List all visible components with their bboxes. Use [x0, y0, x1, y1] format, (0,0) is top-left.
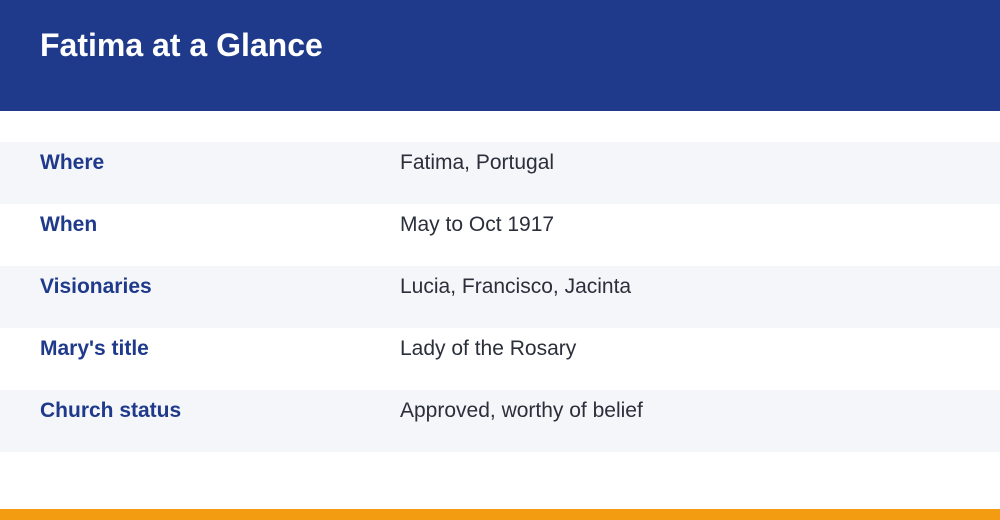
value: Fatima, Portugal	[400, 151, 555, 174]
title: Fatima at a Glance	[40, 27, 323, 63]
row: Where Fatima, Portugal	[0, 142, 1000, 204]
label: Where	[40, 151, 105, 174]
row: Visionaries Lucia, Francisco, Jacinta	[0, 266, 1000, 328]
label: When	[40, 213, 98, 236]
table: Where Fatima, Portugal When May to Oct 1917…	[0, 142, 1000, 452]
value: Lady of the Rosary	[400, 337, 577, 360]
row: Church status Approved, worthy of belief	[0, 390, 1000, 452]
row: When May to Oct 1917	[0, 204, 1000, 266]
label: Visionaries	[40, 275, 152, 298]
header: Fatima at a Glance	[0, 0, 1000, 111]
row: Mary's title Lady of the Rosary	[0, 328, 1000, 390]
value: May to Oct 1917	[400, 213, 555, 236]
label: Church status	[40, 399, 182, 422]
accent-bar	[0, 509, 1000, 520]
value: Lucia, Francisco, Jacinta	[400, 275, 632, 298]
label: Mary's title	[40, 337, 149, 360]
value: Approved, worthy of belief	[400, 399, 643, 422]
